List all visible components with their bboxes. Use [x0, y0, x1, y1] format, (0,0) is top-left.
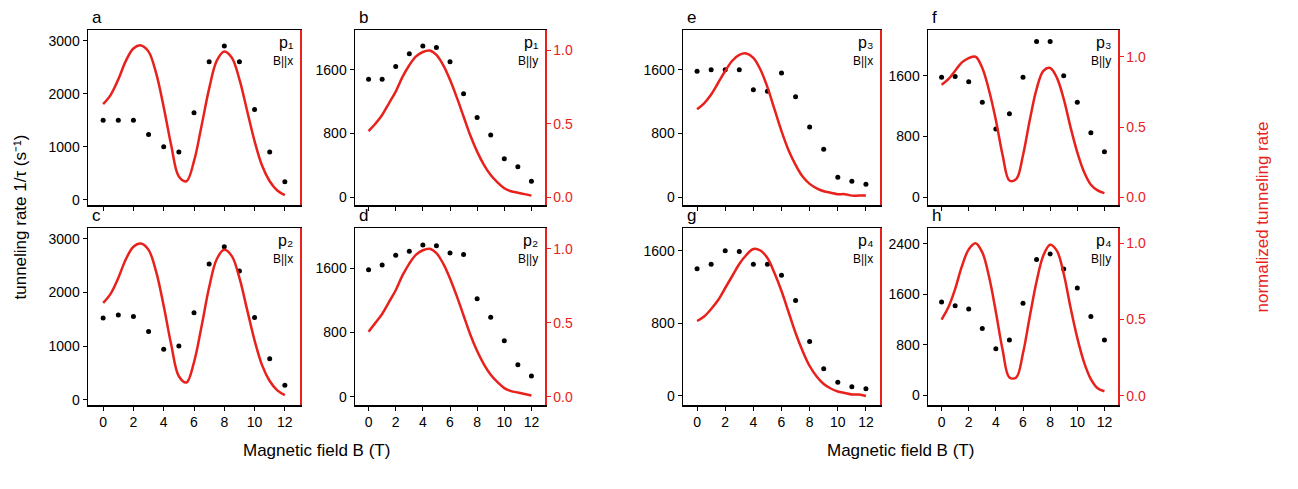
svg-text:0: 0 — [912, 189, 920, 205]
svg-text:3000: 3000 — [49, 33, 80, 49]
svg-text:0: 0 — [667, 189, 675, 205]
svg-text:1.0: 1.0 — [553, 42, 573, 58]
svg-text:1600: 1600 — [644, 243, 675, 259]
svg-text:a: a — [92, 8, 102, 27]
svg-text:2: 2 — [721, 414, 729, 430]
svg-text:8: 8 — [806, 414, 814, 430]
svg-text:B||y: B||y — [518, 54, 538, 68]
svg-text:B||x: B||x — [853, 252, 873, 266]
svg-text:10: 10 — [247, 414, 263, 430]
svg-text:6: 6 — [778, 414, 786, 430]
svg-text:0.5: 0.5 — [553, 116, 573, 132]
svg-text:B||y: B||y — [518, 252, 538, 266]
svg-text:d: d — [359, 206, 368, 225]
svg-text:4: 4 — [749, 414, 757, 430]
svg-text:1.0: 1.0 — [1126, 49, 1146, 65]
svg-text:12: 12 — [277, 414, 293, 430]
svg-text:g: g — [687, 206, 696, 225]
svg-text:1600: 1600 — [889, 286, 920, 302]
svg-text:0: 0 — [938, 414, 946, 430]
svg-text:1600: 1600 — [889, 68, 920, 84]
svg-text:8: 8 — [220, 414, 228, 430]
svg-text:0: 0 — [912, 387, 920, 403]
svg-text:0: 0 — [72, 392, 80, 408]
svg-text:6: 6 — [446, 414, 454, 430]
svg-text:f: f — [932, 8, 937, 27]
svg-text:tunneling rate 1/τ (s⁻¹): tunneling rate 1/τ (s⁻¹) — [11, 135, 30, 300]
svg-text:10: 10 — [830, 414, 846, 430]
svg-text:10: 10 — [1070, 414, 1086, 430]
svg-text:2000: 2000 — [49, 284, 80, 300]
svg-text:0.5: 0.5 — [1126, 311, 1146, 327]
svg-text:0: 0 — [99, 414, 107, 430]
svg-text:12: 12 — [524, 414, 540, 430]
svg-text:Magnetic field B (T): Magnetic field B (T) — [827, 441, 974, 460]
svg-text:normalized tunneling rate: normalized tunneling rate — [1253, 122, 1272, 313]
svg-text:B||y: B||y — [1091, 54, 1111, 68]
svg-text:800: 800 — [651, 125, 675, 141]
svg-text:0.0: 0.0 — [553, 189, 573, 205]
svg-text:0: 0 — [667, 388, 675, 404]
svg-text:B||y: B||y — [1091, 252, 1111, 266]
svg-text:1600: 1600 — [316, 62, 347, 78]
svg-text:p₄: p₄ — [858, 232, 873, 249]
svg-text:0.5: 0.5 — [1126, 119, 1146, 135]
svg-text:4: 4 — [419, 414, 427, 430]
svg-text:0.0: 0.0 — [1126, 189, 1146, 205]
svg-text:p₂: p₂ — [523, 232, 538, 249]
svg-text:1000: 1000 — [49, 139, 80, 155]
svg-text:800: 800 — [651, 315, 675, 331]
svg-text:800: 800 — [323, 125, 347, 141]
svg-text:0.0: 0.0 — [1126, 388, 1146, 404]
svg-text:0: 0 — [339, 389, 347, 405]
svg-text:6: 6 — [190, 414, 198, 430]
svg-text:800: 800 — [323, 324, 347, 340]
svg-text:2000: 2000 — [49, 86, 80, 102]
svg-text:0.5: 0.5 — [553, 315, 573, 331]
svg-text:p₄: p₄ — [1096, 232, 1111, 249]
svg-text:12: 12 — [858, 414, 874, 430]
svg-text:p₃: p₃ — [858, 34, 873, 51]
svg-text:2: 2 — [392, 414, 400, 430]
svg-text:e: e — [687, 8, 696, 27]
svg-text:Magnetic field B (T): Magnetic field B (T) — [243, 441, 390, 460]
svg-text:B||x: B||x — [273, 252, 293, 266]
svg-text:0: 0 — [365, 414, 373, 430]
svg-text:2: 2 — [965, 414, 973, 430]
svg-text:4: 4 — [992, 414, 1000, 430]
svg-text:1000: 1000 — [49, 338, 80, 354]
svg-text:0.0: 0.0 — [553, 389, 573, 405]
svg-text:10: 10 — [497, 414, 513, 430]
svg-text:8: 8 — [473, 414, 481, 430]
svg-text:3000: 3000 — [49, 231, 80, 247]
svg-text:B||x: B||x — [853, 54, 873, 68]
svg-text:c: c — [92, 206, 101, 225]
svg-text:2: 2 — [130, 414, 138, 430]
svg-text:800: 800 — [896, 337, 920, 353]
svg-text:1.0: 1.0 — [553, 241, 573, 257]
svg-text:b: b — [359, 8, 368, 27]
svg-text:p₂: p₂ — [278, 232, 293, 249]
svg-text:p₁: p₁ — [279, 34, 293, 51]
svg-text:h: h — [932, 206, 941, 225]
svg-text:1600: 1600 — [644, 62, 675, 78]
svg-text:p₃: p₃ — [1096, 34, 1111, 51]
svg-text:p₁: p₁ — [524, 34, 538, 51]
svg-text:0: 0 — [72, 192, 80, 208]
svg-text:0: 0 — [339, 189, 347, 205]
svg-text:8: 8 — [1046, 414, 1054, 430]
svg-text:4: 4 — [160, 414, 168, 430]
svg-text:1.0: 1.0 — [1126, 235, 1146, 251]
svg-text:1600: 1600 — [316, 260, 347, 276]
svg-text:B||x: B||x — [273, 54, 293, 68]
svg-text:12: 12 — [1097, 414, 1113, 430]
svg-text:0: 0 — [693, 414, 701, 430]
svg-text:2400: 2400 — [889, 236, 920, 252]
svg-text:6: 6 — [1019, 414, 1027, 430]
svg-text:800: 800 — [896, 128, 920, 144]
